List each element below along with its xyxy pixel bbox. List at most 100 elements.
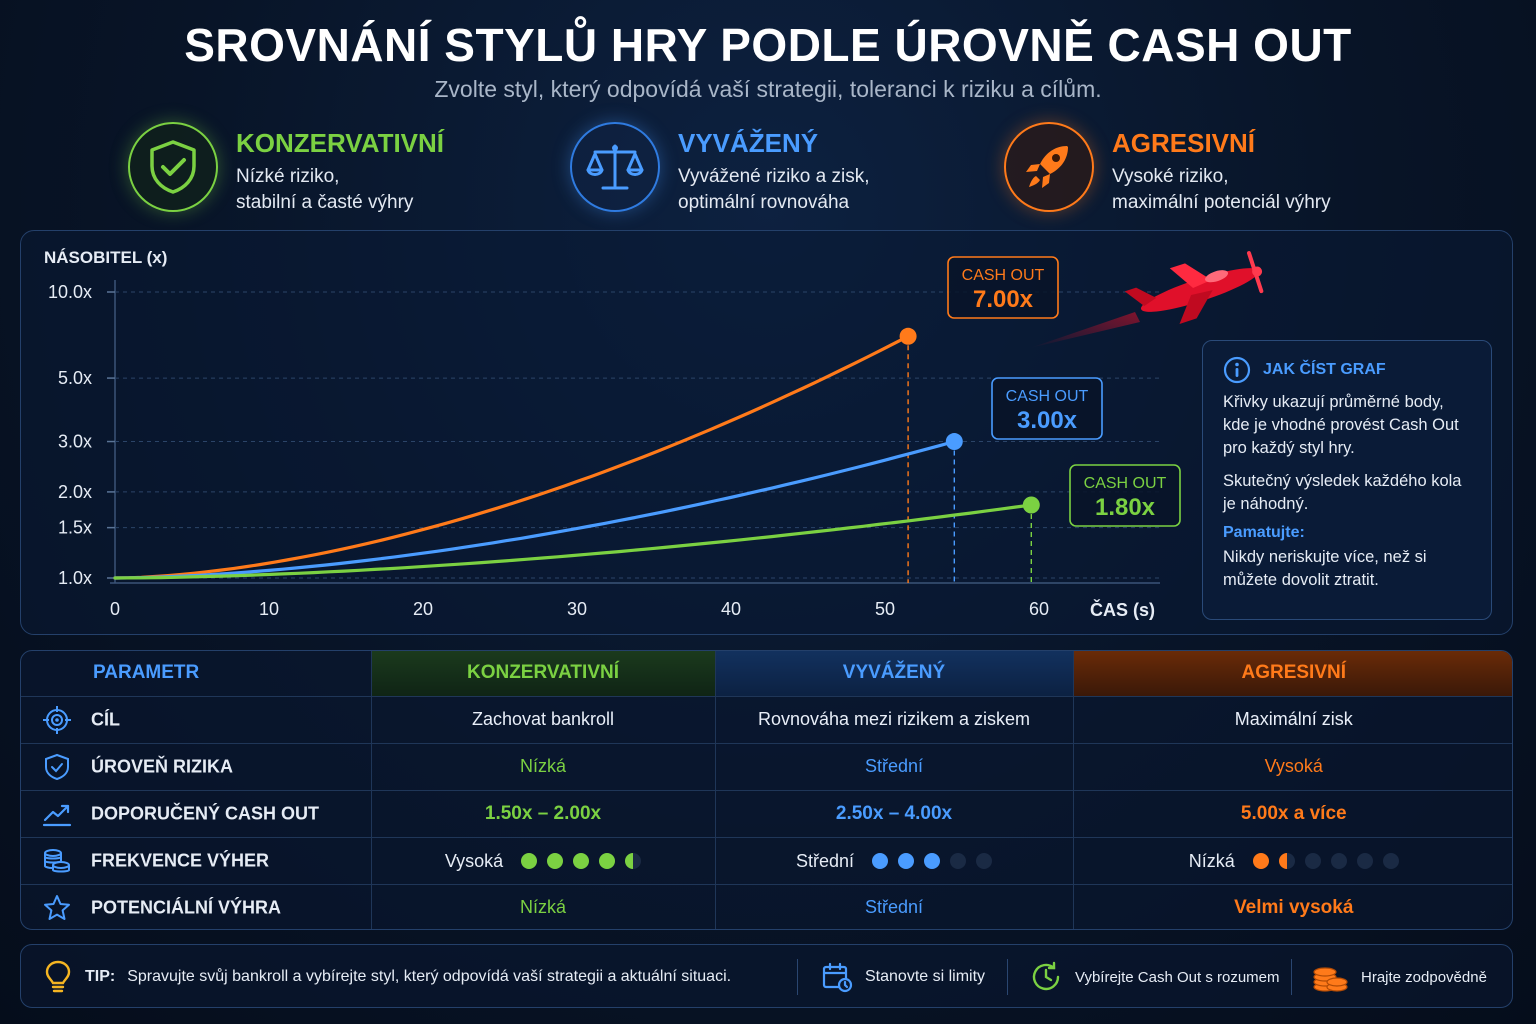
x-tick-label: 0 bbox=[110, 599, 120, 619]
tip-label: TIP: bbox=[85, 968, 116, 985]
style-name: AGRESIVNÍ bbox=[1112, 128, 1256, 158]
style-description: Nízké riziko, stabilní a časté výhry bbox=[236, 166, 414, 213]
table-cell: Střední bbox=[715, 837, 1074, 885]
frequency-dots bbox=[1252, 852, 1399, 869]
page-subtitle: Zvolte styl, který odpovídá vaší strateg… bbox=[434, 76, 1102, 102]
column-header-konzervativni: KONZERVATIVNÍ bbox=[371, 651, 716, 697]
frequency-dot bbox=[547, 852, 564, 869]
tip-text: Spravujte svůj bankroll a vybírejte styl… bbox=[127, 968, 732, 985]
table-cell: Velmi vysoká bbox=[1234, 896, 1354, 918]
x-tick-label: 30 bbox=[567, 599, 587, 619]
x-axis-label: ČAS (s) bbox=[1090, 599, 1155, 620]
y-tick-label: 10.0x bbox=[48, 282, 92, 302]
frequency-dot bbox=[573, 852, 590, 869]
chart-series: CASH OUT 7.00x CASH OUT 3.00x CASH OUT 1.80x bbox=[113, 256, 1181, 583]
style-name: KONZERVATIVNÍ bbox=[236, 128, 445, 158]
cashout-point bbox=[899, 327, 917, 345]
style-description: Vysoké riziko, maximální potenciál výhry bbox=[1112, 166, 1331, 213]
table-cell: 2.50x – 4.00x bbox=[715, 790, 1074, 838]
frequency-dot bbox=[1356, 852, 1373, 869]
target-icon bbox=[43, 705, 71, 734]
calendar-clock-icon bbox=[822, 962, 853, 993]
frequency-dot bbox=[1304, 852, 1321, 869]
cashout-label-box bbox=[947, 256, 1059, 319]
frequency-dot bbox=[950, 852, 967, 869]
table-row: DOPORUČENÝ CASH OUT 1.50x – 2.00x 2.50x … bbox=[21, 790, 1512, 838]
y-axis-label: NÁSOBITEL (x) bbox=[44, 248, 167, 267]
x-tick-label: 40 bbox=[721, 599, 741, 619]
column-header-parametr: PARAMETR bbox=[21, 651, 372, 697]
frequency-dot bbox=[599, 852, 616, 869]
coins-icon bbox=[1313, 967, 1348, 992]
divider bbox=[1291, 959, 1292, 995]
frequency-dot bbox=[521, 852, 538, 869]
frequency-dot bbox=[898, 852, 915, 869]
cashout-label-value: 1.80x bbox=[1095, 494, 1156, 521]
cashout-label-value: 7.00x bbox=[973, 286, 1034, 313]
cashout-label-title: CASH OUT bbox=[1084, 475, 1167, 492]
cashout-label-box bbox=[1069, 464, 1181, 527]
cashout-point bbox=[1022, 496, 1040, 514]
y-tick-label: 5.0x bbox=[58, 368, 92, 388]
table-cell: Zachovat bankroll bbox=[371, 696, 716, 744]
table-cell: Nízká bbox=[371, 743, 716, 791]
frequency-dot bbox=[625, 852, 642, 869]
page-title: SROVNÁNÍ STYLŮ HRY PODLE ÚROVNĚ CASH OUT bbox=[184, 19, 1352, 71]
table-cell: Maximální zisk bbox=[1073, 696, 1512, 744]
row-label: DOPORUČENÝ CASH OUT bbox=[21, 790, 372, 838]
coins-stack-icon bbox=[44, 848, 70, 872]
y-tick-label: 1.0x bbox=[58, 568, 92, 588]
info-paragraph: Skutečný výsledek každého kola je náhodn… bbox=[1223, 472, 1462, 513]
frequency-dot bbox=[1278, 852, 1295, 869]
divider bbox=[797, 959, 798, 995]
info-icon bbox=[1223, 356, 1251, 384]
shield-icon bbox=[45, 753, 69, 780]
style-description: Vyvážené riziko a zisk, optimální rovnová… bbox=[678, 166, 870, 213]
frequency-dot bbox=[1330, 852, 1347, 869]
chart-info-box: JAK ČÍST GRAF Křivky ukazují průměrné bo… bbox=[1202, 340, 1492, 620]
y-tick-label: 2.0x bbox=[58, 482, 92, 502]
shield-check-icon bbox=[128, 122, 218, 212]
table-row: FREKVENCE VÝHER Vysoká Střední Nízká bbox=[21, 837, 1512, 885]
style-card-vyvazeny: VYVÁŽENÝ Vyvážené riziko a zisk, optimáln… bbox=[570, 122, 990, 218]
cashout-label-title: CASH OUT bbox=[1006, 388, 1089, 405]
tip-bar: TIP: Spravujte svůj bankroll a vybírejte… bbox=[20, 944, 1513, 1008]
comparison-table: PARAMETR KONZERVATIVNÍ VYVÁŽENÝ AGRESIVN… bbox=[20, 650, 1513, 930]
frequency-dots bbox=[872, 852, 993, 869]
row-label: CÍL bbox=[21, 696, 372, 744]
info-paragraph: Křivky ukazují průměrné body, kde je vho… bbox=[1223, 393, 1459, 457]
star-icon bbox=[44, 894, 70, 920]
table-cell: Nízká bbox=[371, 884, 716, 929]
cashout-label-title: CASH OUT bbox=[962, 267, 1045, 284]
lightbulb-icon bbox=[45, 960, 71, 993]
tip-cashout: Vybírejte Cash Out s rozumem bbox=[1029, 945, 1280, 1009]
column-header-vyvazeny: VYVÁŽENÝ bbox=[715, 651, 1074, 697]
y-tick-label: 3.0x bbox=[58, 432, 92, 452]
row-label: FREKVENCE VÝHER bbox=[21, 837, 372, 885]
frequency-dots bbox=[521, 852, 642, 869]
rocket-icon bbox=[1004, 122, 1094, 212]
table-cell: Nízká bbox=[1073, 837, 1512, 885]
y-tick-label: 1.5x bbox=[58, 518, 92, 538]
table-row: ÚROVEŇ RIZIKA Nízká Střední Vysoká bbox=[21, 743, 1512, 791]
scales-icon bbox=[570, 122, 660, 212]
series-line-agresivni bbox=[113, 334, 910, 580]
frequency-dot bbox=[924, 852, 941, 869]
frequency-dot bbox=[872, 852, 889, 869]
trend-up-icon bbox=[42, 804, 72, 826]
column-header-agresivni: AGRESIVNÍ bbox=[1073, 651, 1512, 697]
table-row: CÍL Zachovat bankroll Rovnováha mezi riz… bbox=[21, 696, 1512, 744]
frequency-dot bbox=[1252, 852, 1269, 869]
chart-grid: 1.0x 1.5x 2.0x 3.0x 5.0x 10.0x 0 10 20 30 40 50 60 bbox=[48, 280, 1160, 619]
cashout-point bbox=[945, 433, 963, 451]
divider bbox=[1007, 959, 1008, 995]
table-cell: 5.00x a více bbox=[1073, 790, 1512, 838]
tip-limits: Stanovte si limity bbox=[821, 945, 985, 1009]
info-title: JAK ČÍST GRAF bbox=[1263, 361, 1386, 378]
series-line-konzervativni bbox=[113, 503, 1033, 580]
style-card-konzervativni: KONZERVATIVNÍ Nízké riziko, stabilní a ča… bbox=[128, 122, 548, 218]
table-cell: Vysoká bbox=[371, 837, 716, 885]
frequency-dot bbox=[976, 852, 993, 869]
tip-responsible: Hrajte zodpovědně bbox=[1311, 945, 1487, 1009]
table-cell: Střední bbox=[715, 884, 1074, 929]
